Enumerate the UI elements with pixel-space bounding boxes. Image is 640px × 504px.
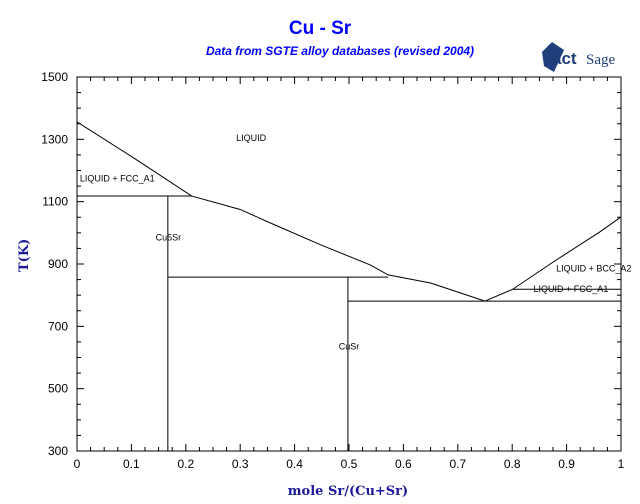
x-tick-label: 0 (74, 457, 81, 471)
x-tick-label: 0.3 (232, 457, 249, 471)
region-label: LIQUID + BCC_A2 (556, 264, 631, 274)
x-tick-label: 0.8 (504, 457, 521, 471)
x-tick-label: 0.9 (558, 457, 575, 471)
factsage-logo: act Sage (542, 42, 616, 72)
svg-text:Sage: Sage (586, 52, 616, 68)
phase-boundary-1 (484, 216, 622, 302)
region-label: LIQUID + FCC_A1 (80, 173, 155, 183)
x-tick-label: 0.7 (449, 457, 466, 471)
region-label: Cu5Sr (156, 233, 182, 243)
region-label: LIQUID (236, 133, 267, 143)
phase-boundary-0 (76, 121, 486, 302)
chart-title: Cu - Sr (288, 18, 352, 39)
x-tick-label: 0.5 (341, 457, 358, 471)
y-tick-label: 700 (48, 319, 68, 333)
svg-text:act: act (552, 49, 577, 68)
region-label: LIQUID + FCC_A1 (534, 284, 609, 294)
x-tick-label: 0.2 (177, 457, 194, 471)
y-tick-label: 900 (48, 257, 68, 271)
x-tick-label: 1 (618, 457, 625, 471)
x-tick-label: 0.1 (123, 457, 140, 471)
y-tick-label: 1500 (41, 70, 68, 84)
y-tick-label: 1300 (41, 132, 68, 146)
plot-frame (76, 76, 622, 452)
region-label: CuSr (339, 342, 360, 352)
y-tick-label: 1100 (42, 195, 68, 209)
y-tick-label: 500 (48, 382, 68, 396)
x-tick-label: 0.4 (286, 457, 303, 471)
y-tick-label: 300 (48, 444, 68, 458)
x-axis-label: mole Sr/(Cu+Sr) (288, 484, 408, 499)
x-tick-label: 0.6 (395, 457, 412, 471)
chart-subtitle: Data from SGTE alloy databases (revised … (205, 44, 475, 58)
y-axis-label: T(K) (17, 239, 32, 272)
